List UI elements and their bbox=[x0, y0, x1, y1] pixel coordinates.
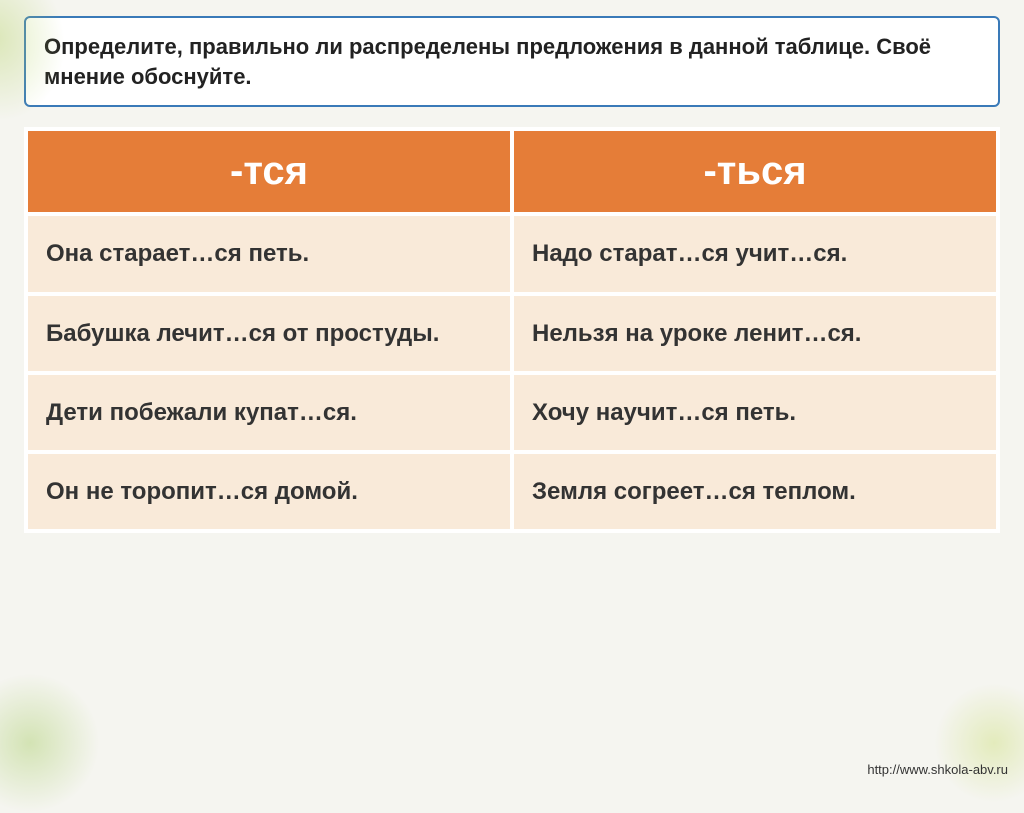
table-header-col1: -тся bbox=[28, 131, 510, 212]
instruction-box: Определите, правильно ли распределены пр… bbox=[24, 16, 1000, 107]
table-header-col2: -ться bbox=[514, 131, 996, 212]
footer-url: http://www.shkola-abv.ru bbox=[867, 762, 1008, 777]
exercise-table: -тся -ться Она старает…ся петь. Надо ста… bbox=[24, 127, 1000, 533]
table-cell: Надо старат…ся учит…ся. bbox=[514, 216, 996, 291]
table-row: Дети побежали купат…ся. Хочу научит…ся п… bbox=[28, 375, 996, 450]
table-cell: Хочу научит…ся петь. bbox=[514, 375, 996, 450]
table-row: Бабушка лечит…ся от простуды. Нельзя на … bbox=[28, 296, 996, 371]
instruction-text: Определите, правильно ли распределены пр… bbox=[44, 34, 931, 89]
table-cell: Земля согреет…ся теплом. bbox=[514, 454, 996, 529]
table-row: Она старает…ся петь. Надо старат…ся учит… bbox=[28, 216, 996, 291]
table-cell: Бабушка лечит…ся от простуды. bbox=[28, 296, 510, 371]
table-cell: Она старает…ся петь. bbox=[28, 216, 510, 291]
table-cell: Нельзя на уроке ленит…ся. bbox=[514, 296, 996, 371]
table-row: Он не торопит…ся домой. Земля согреет…ся… bbox=[28, 454, 996, 529]
table-cell: Он не торопит…ся домой. bbox=[28, 454, 510, 529]
decorative-leaf bbox=[934, 683, 1024, 803]
table-cell: Дети побежали купат…ся. bbox=[28, 375, 510, 450]
decorative-leaf bbox=[0, 673, 100, 813]
table-header-row: -тся -ться bbox=[28, 131, 996, 212]
